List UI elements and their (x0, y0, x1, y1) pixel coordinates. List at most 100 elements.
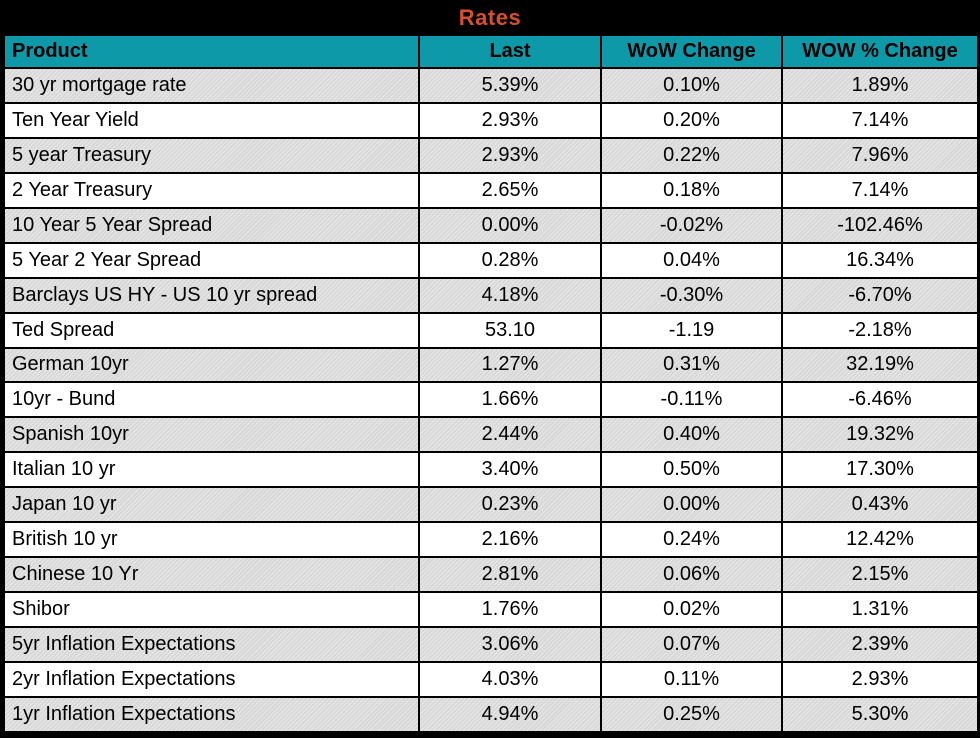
cell-last: 2.93% (418, 136, 602, 174)
cell-wow-change: 0.25% (600, 695, 783, 734)
column-header-wow-change: WoW Change (600, 36, 783, 69)
header-row: Product Last WoW Change WOW % Change (3, 36, 979, 69)
cell-last: 3.40% (418, 451, 602, 489)
cell-wow-change: 0.50% (600, 451, 783, 489)
cell-product: 5 year Treasury (3, 136, 420, 174)
cell-last: 4.94% (418, 695, 602, 734)
cell-last: 4.18% (418, 276, 602, 314)
cell-product: 1yr Inflation Expectations (3, 695, 420, 734)
cell-product: Ted Spread (3, 311, 420, 349)
cell-wow-pct-change: 5.30% (781, 695, 979, 734)
table-row: Shibor 1.76% 0.02% 1.31% (3, 591, 979, 628)
cell-wow-pct-change: 17.30% (781, 451, 979, 489)
cell-wow-pct-change: -2.18% (781, 311, 979, 349)
cell-product: 30 yr mortgage rate (3, 67, 420, 104)
cell-last: 4.03% (418, 660, 602, 698)
table-row: Italian 10 yr 3.40% 0.50% 17.30% (3, 451, 979, 489)
cell-product: Italian 10 yr (3, 451, 420, 489)
cell-product: Ten Year Yield (3, 101, 420, 139)
table-title-bar: Rates (3, 0, 977, 36)
cell-wow-pct-change: 7.96% (781, 136, 979, 174)
table-row: 10yr - Bund 1.66% -0.11% -6.46% (3, 381, 979, 419)
cell-wow-pct-change: 1.31% (781, 591, 979, 628)
cell-wow-change: 0.18% (600, 171, 783, 209)
cell-wow-change: 0.04% (600, 241, 783, 279)
cell-wow-pct-change: 1.89% (781, 67, 979, 104)
table-row: 10 Year 5 Year Spread 0.00% -0.02% -102.46% (3, 206, 979, 244)
cell-product: Barclays US HY - US 10 yr spread (3, 276, 420, 314)
cell-last: 1.76% (418, 591, 602, 628)
cell-last: 53.10 (418, 311, 602, 349)
cell-product: Shibor (3, 591, 420, 628)
cell-last: 0.23% (418, 486, 602, 524)
cell-wow-change: 0.00% (600, 486, 783, 524)
rates-table: Product Last WoW Change WOW % Change 30 … (3, 36, 979, 734)
table-row: Chinese 10 Yr 2.81% 0.06% 2.15% (3, 556, 979, 594)
cell-last: 2.65% (418, 171, 602, 209)
cell-wow-change: 0.06% (600, 556, 783, 594)
cell-wow-pct-change: 32.19% (781, 346, 979, 384)
column-header-last: Last (418, 36, 602, 69)
table-row: British 10 yr 2.16% 0.24% 12.42% (3, 521, 979, 559)
cell-wow-change: -0.30% (600, 276, 783, 314)
cell-last: 3.06% (418, 626, 602, 663)
cell-wow-pct-change: 0.43% (781, 486, 979, 524)
cell-product: 2yr Inflation Expectations (3, 660, 420, 698)
column-header-product: Product (3, 36, 420, 69)
table-row: 5 Year 2 Year Spread 0.28% 0.04% 16.34% (3, 241, 979, 279)
table-body: 30 yr mortgage rate 5.39% 0.10% 1.89% Ten Ye… (3, 67, 979, 734)
cell-wow-change: -0.11% (600, 381, 783, 419)
cell-product: Spanish 10yr (3, 416, 420, 454)
cell-wow-pct-change: 2.93% (781, 660, 979, 698)
cell-product: 10yr - Bund (3, 381, 420, 419)
table-title: Rates (458, 5, 522, 30)
cell-last: 2.44% (418, 416, 602, 454)
table-row: Ten Year Yield 2.93% 0.20% 7.14% (3, 101, 979, 139)
table-row: 2 Year Treasury 2.65% 0.18% 7.14% (3, 171, 979, 209)
table-row: Spanish 10yr 2.44% 0.40% 19.32% (3, 416, 979, 454)
cell-wow-pct-change: 19.32% (781, 416, 979, 454)
cell-wow-pct-change: 7.14% (781, 171, 979, 209)
cell-wow-pct-change: -102.46% (781, 206, 979, 244)
table-row: German 10yr 1.27% 0.31% 32.19% (3, 346, 979, 384)
cell-last: 0.00% (418, 206, 602, 244)
column-header-wow-pct-change: WOW % Change (781, 36, 979, 69)
table-row: 5 year Treasury 2.93% 0.22% 7.96% (3, 136, 979, 174)
cell-last: 2.16% (418, 521, 602, 559)
table-row: Barclays US HY - US 10 yr spread 4.18% -0.… (3, 276, 979, 314)
cell-wow-pct-change: -6.46% (781, 381, 979, 419)
cell-wow-pct-change: -6.70% (781, 276, 979, 314)
cell-product: British 10 yr (3, 521, 420, 559)
cell-last: 5.39% (418, 67, 602, 104)
cell-wow-change: -1.19 (600, 311, 783, 349)
cell-wow-change: -0.02% (600, 206, 783, 244)
cell-product: 10 Year 5 Year Spread (3, 206, 420, 244)
table-row: 5yr Inflation Expectations 3.06% 0.07% 2.39… (3, 626, 979, 663)
cell-wow-pct-change: 7.14% (781, 101, 979, 139)
cell-wow-change: 0.07% (600, 626, 783, 663)
cell-wow-pct-change: 12.42% (781, 521, 979, 559)
cell-wow-change: 0.20% (600, 101, 783, 139)
cell-wow-change: 0.40% (600, 416, 783, 454)
cell-product: Chinese 10 Yr (3, 556, 420, 594)
cell-wow-change: 0.22% (600, 136, 783, 174)
cell-product: Japan 10 yr (3, 486, 420, 524)
cell-last: 0.28% (418, 241, 602, 279)
cell-wow-change: 0.02% (600, 591, 783, 628)
table-header: Product Last WoW Change WOW % Change (3, 36, 979, 69)
cell-wow-change: 0.10% (600, 67, 783, 104)
cell-product: 5yr Inflation Expectations (3, 626, 420, 663)
cell-last: 1.27% (418, 346, 602, 384)
table-row: 2yr Inflation Expectations 4.03% 0.11% 2.93… (3, 660, 979, 698)
cell-product: 5 Year 2 Year Spread (3, 241, 420, 279)
cell-product: 2 Year Treasury (3, 171, 420, 209)
cell-wow-change: 0.24% (600, 521, 783, 559)
cell-wow-pct-change: 2.39% (781, 626, 979, 663)
cell-wow-pct-change: 2.15% (781, 556, 979, 594)
table-row: Japan 10 yr 0.23% 0.00% 0.43% (3, 486, 979, 524)
cell-last: 1.66% (418, 381, 602, 419)
cell-last: 2.93% (418, 101, 602, 139)
cell-wow-pct-change: 16.34% (781, 241, 979, 279)
table-row: 30 yr mortgage rate 5.39% 0.10% 1.89% (3, 67, 979, 104)
